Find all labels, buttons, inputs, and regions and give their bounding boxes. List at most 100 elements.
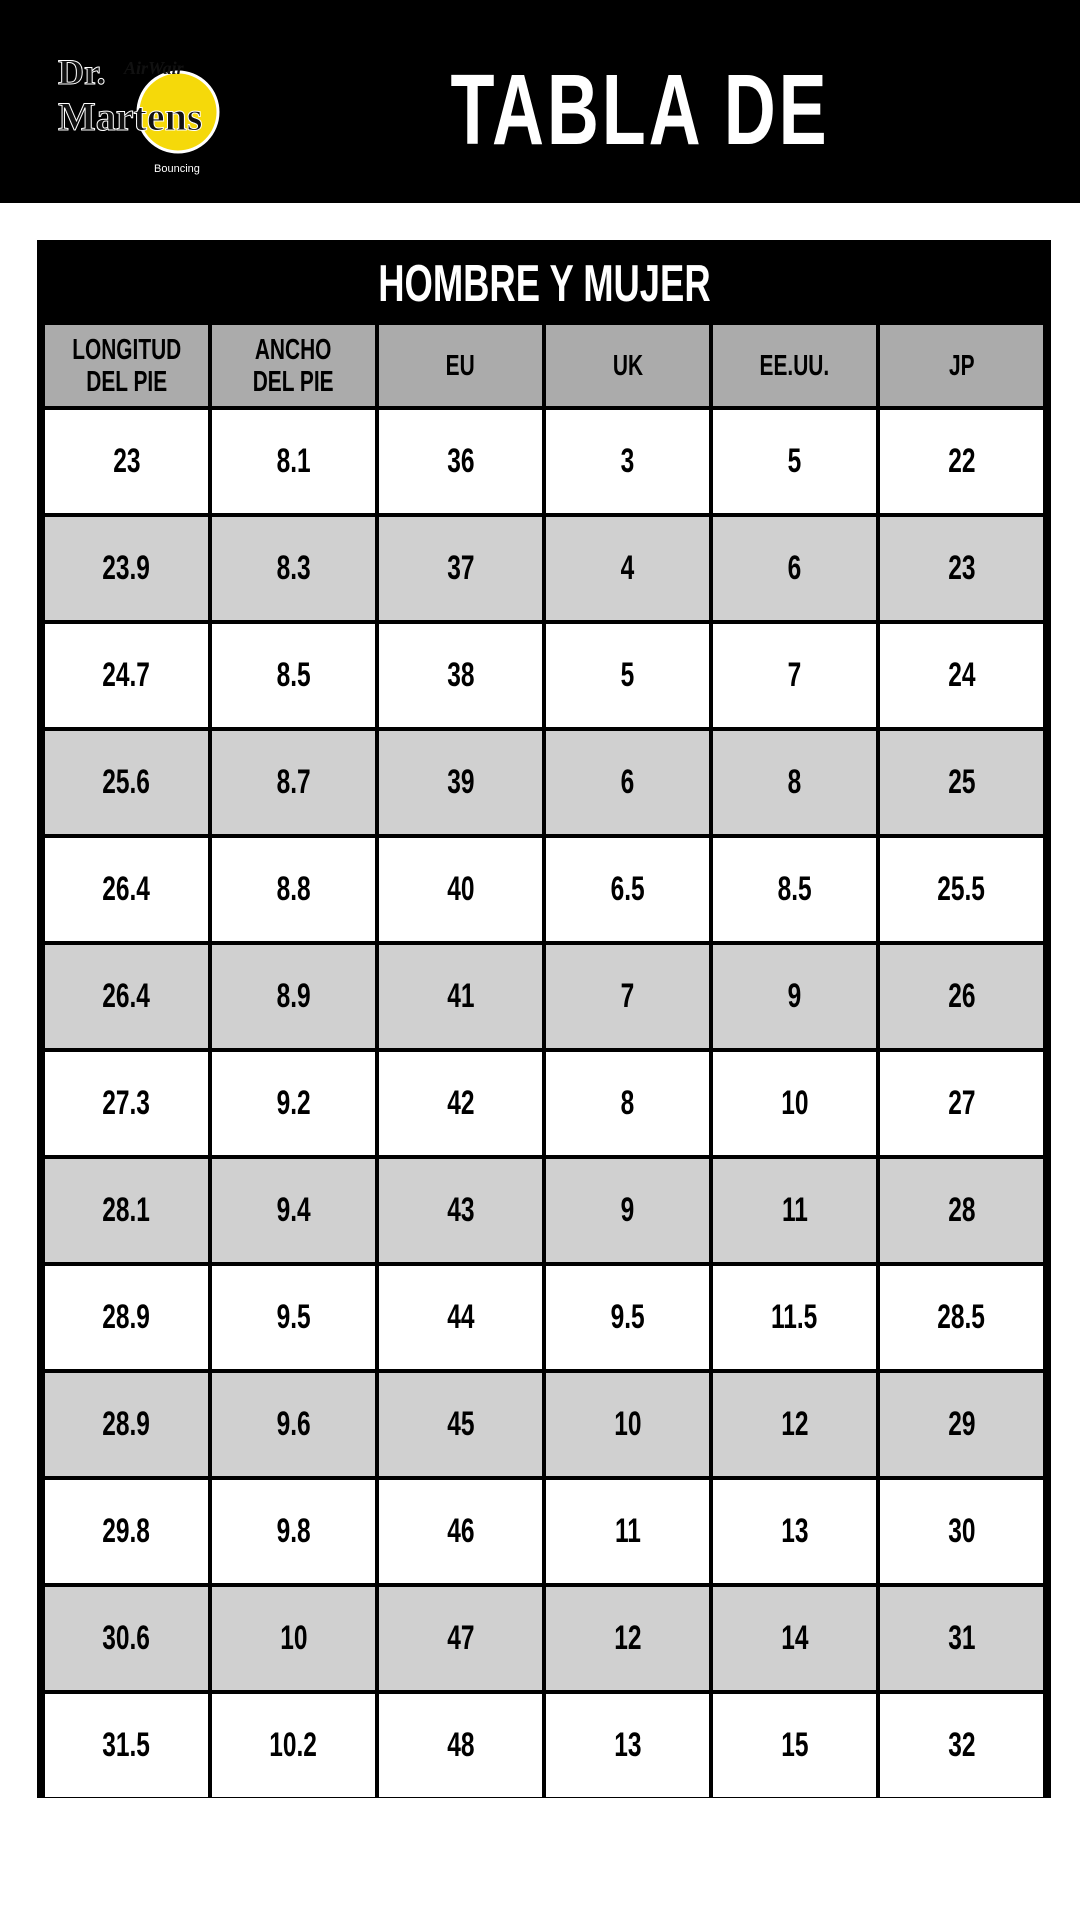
- table-cell: 27: [880, 1052, 1043, 1155]
- table-cell: 28.9: [45, 1373, 208, 1476]
- column-header: EE.UU.: [713, 325, 876, 406]
- cell-value: 28.1: [102, 1191, 151, 1229]
- cell-value: 30: [947, 1512, 976, 1550]
- table-cell: 23.9: [45, 517, 208, 620]
- column-header-label: EE.UU.: [759, 349, 830, 382]
- table-cell: 24: [880, 624, 1043, 727]
- column-header: EU: [379, 325, 542, 406]
- cell-value: 9: [787, 977, 802, 1015]
- table-cell: 10: [546, 1373, 709, 1476]
- cell-value: 41: [446, 977, 475, 1015]
- cell-value: 25.6: [102, 763, 151, 801]
- table-cell: 48: [379, 1694, 542, 1797]
- table-cell: 9.8: [212, 1480, 375, 1583]
- table-cell: 31: [880, 1587, 1043, 1690]
- cell-value: 23: [947, 549, 976, 587]
- dr-martens-logo: Dr. AirWair Martens Bouncing: [58, 52, 220, 175]
- cell-value: 9.8: [276, 1512, 311, 1550]
- cell-value: 9.6: [276, 1405, 311, 1443]
- cell-value: 26.4: [102, 977, 151, 1015]
- cell-value: 5: [620, 656, 635, 694]
- svg-text:AirWair: AirWair: [123, 58, 185, 78]
- column-header: JP: [880, 325, 1043, 406]
- table-cell: 25: [880, 731, 1043, 834]
- cell-value: 27.3: [102, 1084, 151, 1122]
- cell-value: 28.9: [102, 1298, 151, 1336]
- cell-value: 8.9: [276, 977, 311, 1015]
- svg-text:Bouncing: Bouncing: [154, 163, 200, 175]
- cell-value: 15: [780, 1726, 809, 1764]
- table-cell: 8.5: [212, 624, 375, 727]
- table-cell: 23: [45, 410, 208, 513]
- table-cell: 11.5: [713, 1266, 876, 1369]
- cell-value: 37: [446, 549, 475, 587]
- table-cell: 12: [713, 1373, 876, 1476]
- cell-value: 40: [446, 870, 475, 908]
- table-cell: 25.5: [880, 838, 1043, 941]
- cell-value: 45: [446, 1405, 475, 1443]
- table-cell: 8: [546, 1052, 709, 1155]
- column-header-label: ANCHO DEL PIE: [253, 333, 334, 398]
- table-cell: 3: [546, 410, 709, 513]
- table-cell: 13: [546, 1694, 709, 1797]
- table-cell: 8.5: [713, 838, 876, 941]
- table-cell: 24.7: [45, 624, 208, 727]
- cell-value: 44: [446, 1298, 475, 1336]
- cell-value: 12: [780, 1405, 809, 1443]
- cell-value: 26.4: [102, 870, 151, 908]
- table-cell: 36: [379, 410, 542, 513]
- cell-value: 6: [787, 549, 802, 587]
- cell-value: 22: [947, 442, 976, 480]
- table-cell: 47: [379, 1587, 542, 1690]
- cell-value: 32: [947, 1726, 976, 1764]
- cell-value: 9: [620, 1191, 635, 1229]
- table-cell: 8: [713, 731, 876, 834]
- cell-value: 25.5: [937, 870, 986, 908]
- cell-value: 38: [446, 656, 475, 694]
- cell-value: 23: [112, 442, 141, 480]
- table-cell: 42: [379, 1052, 542, 1155]
- table-cell: 6.5: [546, 838, 709, 941]
- table-cell: 7: [713, 624, 876, 727]
- table-cell: 28.1: [45, 1159, 208, 1262]
- table-cell: 28.5: [880, 1266, 1043, 1369]
- table-cell: 26.4: [45, 945, 208, 1048]
- table-cell: 10.2: [212, 1694, 375, 1797]
- cell-value: 11.5: [771, 1298, 818, 1336]
- cell-value: 28.9: [102, 1405, 151, 1443]
- cell-value: 27: [947, 1084, 976, 1122]
- table-cell: 43: [379, 1159, 542, 1262]
- cell-value: 28: [947, 1191, 976, 1229]
- table-cell: 39: [379, 731, 542, 834]
- cell-value: 3: [620, 442, 635, 480]
- table-cell: 11: [546, 1480, 709, 1583]
- cell-value: 9.2: [276, 1084, 311, 1122]
- table-cell: 44: [379, 1266, 542, 1369]
- cell-value: 9.4: [276, 1191, 311, 1229]
- table-cell: 26: [880, 945, 1043, 1048]
- cell-value: 8.5: [276, 656, 311, 694]
- table-cell: 45: [379, 1373, 542, 1476]
- table-cell: 9.6: [212, 1373, 375, 1476]
- table-cell: 8.1: [212, 410, 375, 513]
- table-cell: 9: [546, 1159, 709, 1262]
- table-cell: 27.3: [45, 1052, 208, 1155]
- cell-value: 39: [446, 763, 475, 801]
- table-cell: 8.7: [212, 731, 375, 834]
- table-cell: 14: [713, 1587, 876, 1690]
- column-header-label: UK: [612, 349, 643, 382]
- table-cell: 4: [546, 517, 709, 620]
- table-cell: 37: [379, 517, 542, 620]
- cell-value: 36: [446, 442, 475, 480]
- table-title: HOMBRE Y MUJER: [37, 240, 1051, 325]
- cell-value: 11: [781, 1191, 808, 1229]
- cell-value: 31: [947, 1619, 976, 1657]
- table-cell: 5: [546, 624, 709, 727]
- column-header-label: JP: [948, 349, 975, 382]
- table-cell: 32: [880, 1694, 1043, 1797]
- table-cell: 26.4: [45, 838, 208, 941]
- cell-value: 6: [620, 763, 635, 801]
- table-cell: 6: [546, 731, 709, 834]
- cell-value: 9.5: [610, 1298, 645, 1336]
- cell-value: 25: [947, 763, 976, 801]
